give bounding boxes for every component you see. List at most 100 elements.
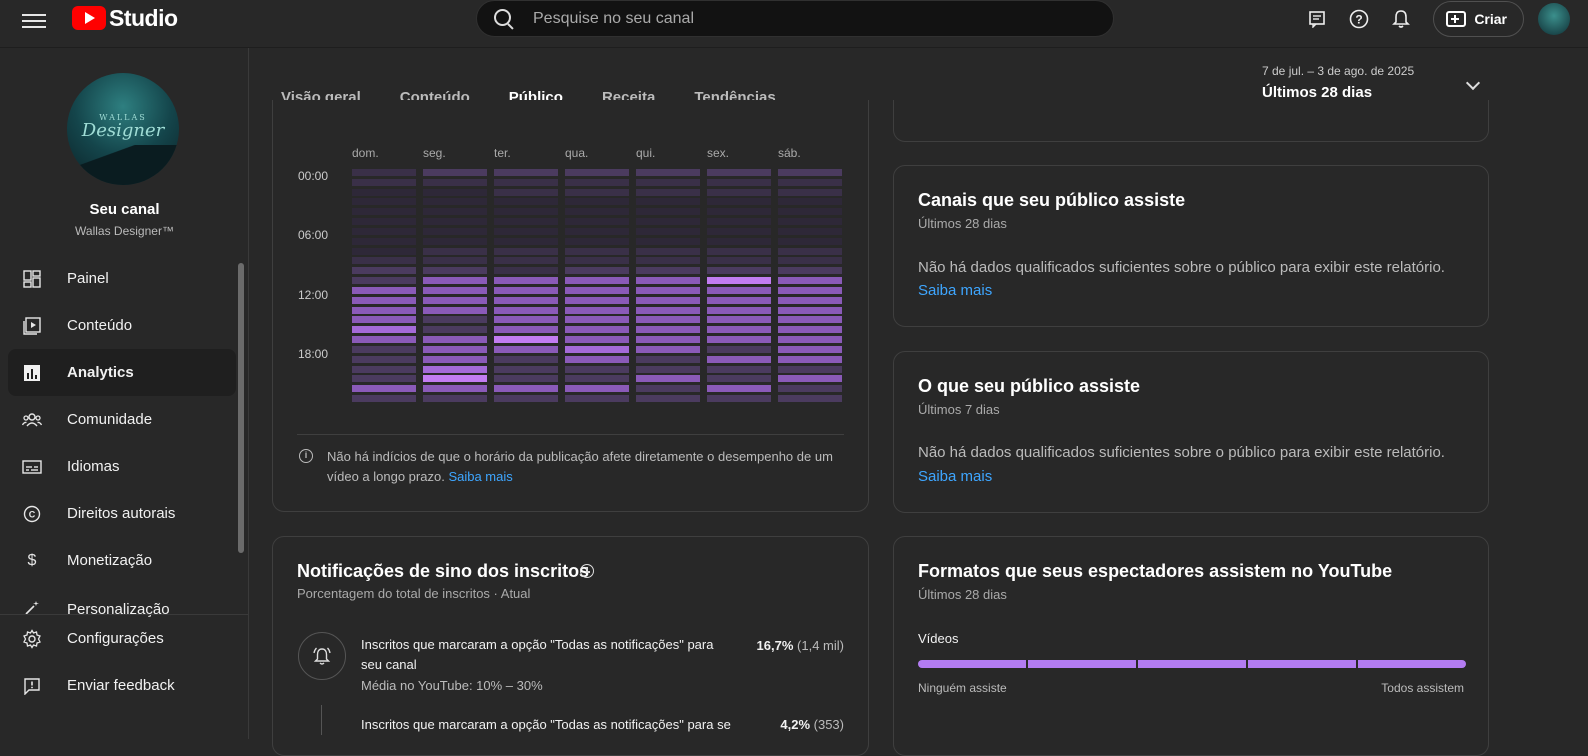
heatmap-cell[interactable]: [565, 395, 629, 403]
date-range-selector[interactable]: 7 de jul. – 3 de ago. de 2025 Últimos 28…: [1262, 64, 1414, 101]
sidebar-item-direitos-autorais[interactable]: C Direitos autorais: [8, 490, 236, 537]
feedback-comment-icon[interactable]: [1303, 5, 1331, 33]
search-input[interactable]: [533, 9, 1093, 28]
studio-logo[interactable]: Studio: [72, 5, 178, 31]
heatmap-cell[interactable]: [778, 227, 842, 235]
heatmap-cell[interactable]: [423, 237, 487, 245]
heatmap-cell[interactable]: [707, 385, 771, 393]
heatmap-cell[interactable]: [494, 375, 558, 383]
hamburger-menu-icon[interactable]: [22, 10, 46, 34]
heatmap-cell[interactable]: [494, 365, 558, 373]
heatmap-cell[interactable]: [778, 375, 842, 383]
heatmap-cell[interactable]: [565, 267, 629, 275]
heatmap-cell[interactable]: [423, 365, 487, 373]
heatmap-cell[interactable]: [494, 227, 558, 235]
heatmap-cell[interactable]: [352, 395, 416, 403]
heatmap-cell[interactable]: [636, 306, 700, 314]
heatmap-cell[interactable]: [423, 247, 487, 255]
heatmap-cell[interactable]: [565, 208, 629, 216]
heatmap-cell[interactable]: [352, 208, 416, 216]
heatmap-cell[interactable]: [565, 306, 629, 314]
heatmap-cell[interactable]: [636, 326, 700, 334]
heatmap-cell[interactable]: [636, 385, 700, 393]
heatmap-cell[interactable]: [778, 316, 842, 324]
heatmap-cell[interactable]: [494, 345, 558, 353]
heatmap-cell[interactable]: [494, 208, 558, 216]
heatmap-cell[interactable]: [707, 188, 771, 196]
heatmap-cell[interactable]: [423, 375, 487, 383]
heatmap-cell[interactable]: [423, 169, 487, 176]
heatmap-cell[interactable]: [707, 326, 771, 334]
heatmap-cell[interactable]: [494, 336, 558, 344]
heatmap-cell[interactable]: [636, 277, 700, 285]
heatmap-cell[interactable]: [494, 326, 558, 334]
heatmap-cell[interactable]: [707, 286, 771, 294]
heatmap-cell[interactable]: [565, 257, 629, 265]
heatmap-cell[interactable]: [778, 345, 842, 353]
heatmap-cell[interactable]: [778, 336, 842, 344]
sidebar-item-enviar-feedback[interactable]: Enviar feedback: [8, 662, 241, 709]
heatmap-cell[interactable]: [494, 277, 558, 285]
heatmap-cell[interactable]: [423, 355, 487, 363]
heatmap-cell[interactable]: [636, 336, 700, 344]
heatmap-cell[interactable]: [494, 247, 558, 255]
heatmap-cell[interactable]: [352, 385, 416, 393]
heatmap-cell[interactable]: [494, 306, 558, 314]
heatmap-cell[interactable]: [494, 178, 558, 186]
heatmap-cell[interactable]: [565, 277, 629, 285]
heatmap-cell[interactable]: [352, 355, 416, 363]
heatmap-cell[interactable]: [565, 296, 629, 304]
heatmap-cell[interactable]: [423, 286, 487, 294]
heatmap-cell[interactable]: [778, 188, 842, 196]
heatmap-cell[interactable]: [565, 169, 629, 176]
sidebar-scrollbar[interactable]: [238, 263, 244, 553]
heatmap-cell[interactable]: [707, 375, 771, 383]
heatmap-cell[interactable]: [707, 247, 771, 255]
heatmap-cell[interactable]: [707, 218, 771, 226]
channel-avatar[interactable]: WALLAS Designer: [67, 73, 179, 185]
heatmap-cell[interactable]: [352, 169, 416, 176]
heatmap-cell[interactable]: [565, 316, 629, 324]
heatmap-cell[interactable]: [778, 385, 842, 393]
heatmap-cell[interactable]: [707, 345, 771, 353]
heatmap-cell[interactable]: [565, 345, 629, 353]
heatmap-cell[interactable]: [565, 218, 629, 226]
sidebar-item-analytics[interactable]: Analytics: [8, 349, 236, 396]
sidebar-item-comunidade[interactable]: Comunidade: [8, 396, 236, 443]
heatmap-cell[interactable]: [778, 395, 842, 403]
heatmap-cell[interactable]: [707, 395, 771, 403]
heatmap-cell[interactable]: [707, 277, 771, 285]
heatmap-cell[interactable]: [352, 247, 416, 255]
heatmap-cell[interactable]: [636, 316, 700, 324]
heatmap-cell[interactable]: [565, 336, 629, 344]
heatmap-cell[interactable]: [352, 198, 416, 206]
heatmap-cell[interactable]: [636, 267, 700, 275]
learn-more-link[interactable]: Saiba mais: [448, 469, 513, 484]
heatmap-cell[interactable]: [423, 296, 487, 304]
sidebar-item-idiomas[interactable]: Idiomas: [8, 443, 236, 490]
heatmap-cell[interactable]: [565, 198, 629, 206]
heatmap-cell[interactable]: [494, 296, 558, 304]
heatmap-cell[interactable]: [352, 178, 416, 186]
heatmap-cell[interactable]: [778, 169, 842, 176]
heatmap-cell[interactable]: [423, 306, 487, 314]
heatmap-cell[interactable]: [565, 375, 629, 383]
heatmap-cell[interactable]: [707, 267, 771, 275]
sidebar-item-configuracoes[interactable]: Configurações: [8, 615, 241, 662]
heatmap-cell[interactable]: [352, 237, 416, 245]
heatmap-cell[interactable]: [352, 375, 416, 383]
heatmap-cell[interactable]: [494, 188, 558, 196]
learn-more-link[interactable]: Saiba mais: [918, 282, 993, 299]
heatmap-cell[interactable]: [707, 336, 771, 344]
heatmap-cell[interactable]: [636, 247, 700, 255]
notifications-bell-icon[interactable]: [1387, 5, 1415, 33]
clock-icon[interactable]: [580, 564, 594, 578]
heatmap-cell[interactable]: [565, 178, 629, 186]
heatmap-cell[interactable]: [707, 257, 771, 265]
heatmap-cell[interactable]: [778, 198, 842, 206]
heatmap-cell[interactable]: [423, 326, 487, 334]
heatmap-cell[interactable]: [707, 198, 771, 206]
chevron-down-icon[interactable]: [1465, 75, 1481, 91]
heatmap-cell[interactable]: [707, 365, 771, 373]
account-avatar[interactable]: [1538, 2, 1570, 35]
